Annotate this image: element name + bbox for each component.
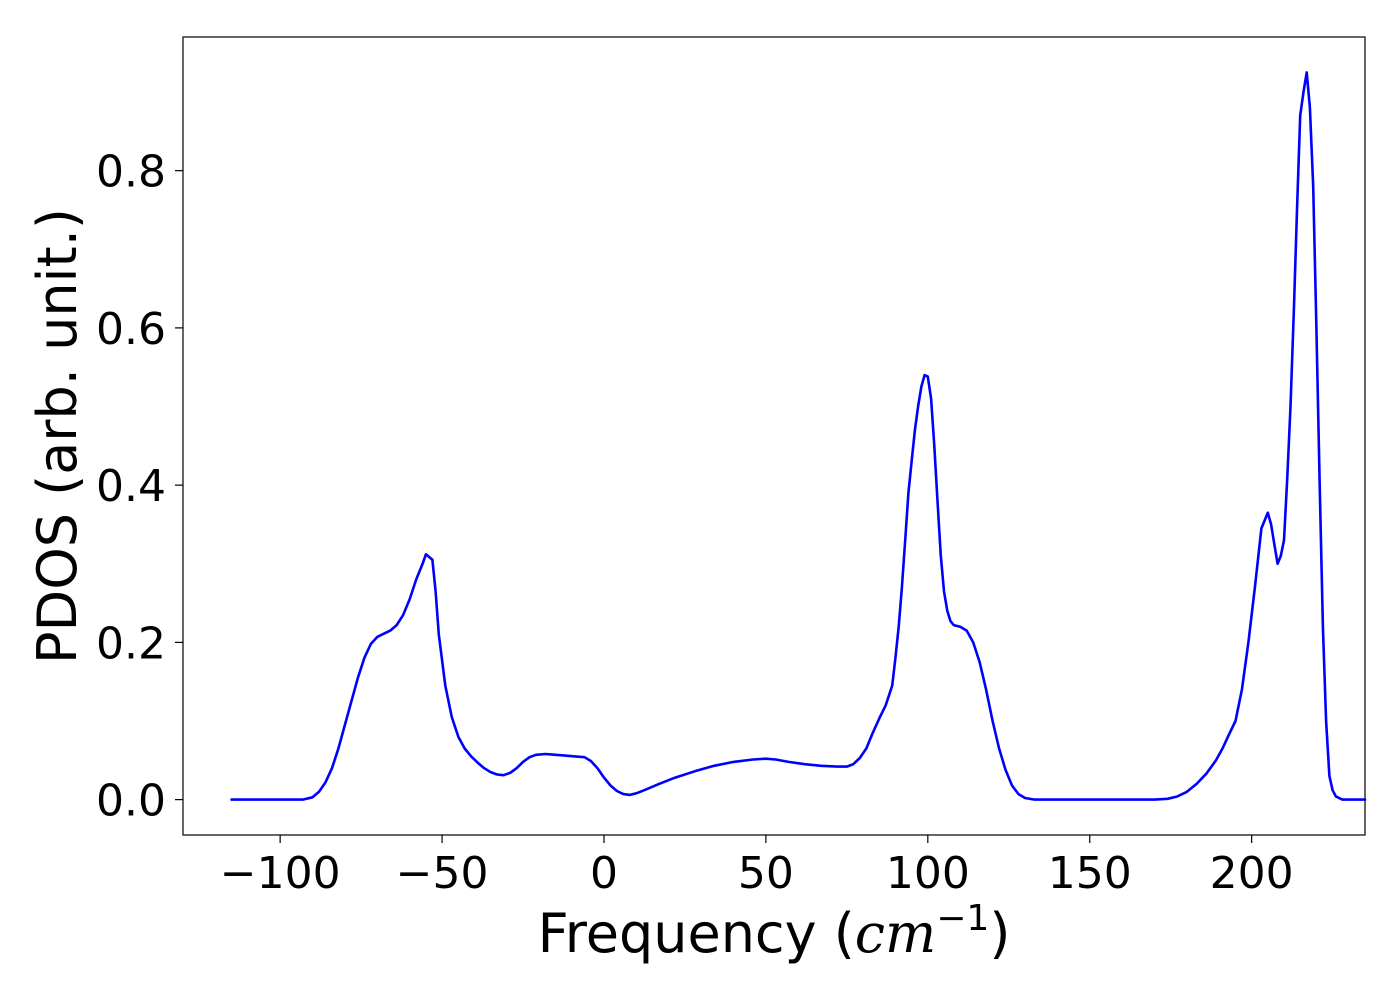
x-tick-label: 200 xyxy=(1210,848,1294,899)
y-tick-label: 0.4 xyxy=(96,461,166,512)
plot-frame xyxy=(182,36,1366,836)
plot-area xyxy=(182,36,1367,836)
x-axis-label-suffix: ) xyxy=(989,902,1010,965)
x-tick-label: 50 xyxy=(738,848,794,899)
x-axis-label-prefix: Frequency ( xyxy=(538,902,855,965)
y-axis-ticks: 0.0 0.2 0.4 0.6 0.8 xyxy=(96,147,183,827)
x-axis-label-unit: cm xyxy=(855,902,936,965)
x-axis-ticks: −100 −50 0 50 100 150 200 xyxy=(220,835,1294,899)
y-tick-label: 0.0 xyxy=(96,776,166,827)
x-tick-label: −100 xyxy=(220,848,341,899)
y-tick-label: 0.8 xyxy=(96,147,166,198)
x-axis-label-exponent: −1 xyxy=(936,898,989,939)
x-axis-label: Frequency (cm−1) xyxy=(538,898,1011,965)
y-tick-label: 0.2 xyxy=(96,618,166,669)
x-tick-label: −50 xyxy=(396,848,489,899)
x-tick-label: 150 xyxy=(1048,848,1132,899)
x-tick-label: 100 xyxy=(886,848,970,899)
x-tick-label: 0 xyxy=(590,848,618,899)
y-axis-label: PDOS (arb. unit.) xyxy=(26,208,89,664)
series-line-0 xyxy=(230,71,1367,801)
y-tick-label: 0.6 xyxy=(96,304,166,355)
